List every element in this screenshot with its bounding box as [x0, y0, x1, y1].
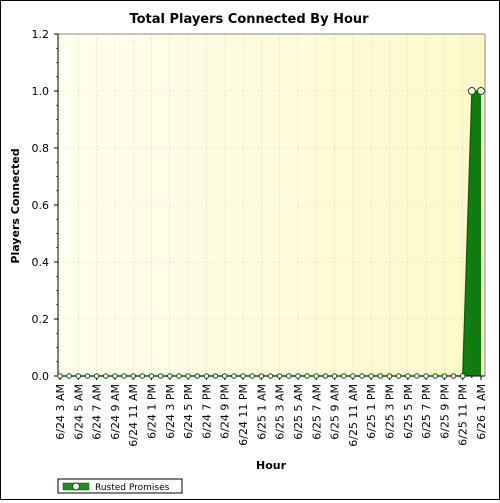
- data-point: [441, 373, 448, 379]
- y-tick-label: 1.0: [32, 85, 50, 98]
- data-point: [84, 373, 91, 379]
- x-tick-label: 6/25 11 AM: [347, 384, 360, 447]
- data-point: [286, 373, 292, 379]
- x-tick-label: 6/24 1 PM: [146, 384, 159, 439]
- data-point: [304, 373, 310, 379]
- data-point: [467, 87, 476, 95]
- data-point: [185, 373, 191, 379]
- data-point: [477, 87, 485, 95]
- y-axis-label: Players Connected: [9, 148, 22, 263]
- x-tick-label: 6/25 5 PM: [402, 384, 415, 439]
- data-point: [139, 373, 146, 379]
- y-tick-label: 1.2: [32, 28, 50, 41]
- data-point: [432, 373, 439, 379]
- data-point: [313, 373, 320, 379]
- data-point: [331, 373, 338, 379]
- data-point: [340, 373, 347, 379]
- data-point: [157, 373, 164, 379]
- data-point: [66, 373, 72, 379]
- data-point: [148, 373, 155, 379]
- y-tick-label: 0.6: [32, 199, 50, 212]
- grid-lines: [58, 33, 485, 376]
- data-point: [249, 373, 255, 379]
- x-tick-label: 6/25 1 PM: [365, 384, 378, 439]
- data-point: [386, 373, 393, 379]
- x-axis-label: Hour: [256, 459, 287, 472]
- x-tick-label: 6/25 3 AM: [274, 384, 287, 440]
- data-point: [203, 373, 210, 379]
- data-point: [322, 373, 329, 379]
- y-tick-label: 0.2: [32, 313, 50, 326]
- series-markers: [57, 87, 485, 379]
- x-tick-label: 6/24 7 AM: [91, 384, 104, 440]
- data-point: [258, 373, 265, 379]
- data-point: [93, 373, 100, 379]
- y-axis-ticks: 0.0 0.2 0.4 0.6 0.8 1.0 1.2: [32, 28, 58, 383]
- data-point: [295, 373, 301, 379]
- data-point: [212, 373, 219, 379]
- x-tick-label: 6/25 1 AM: [255, 384, 268, 440]
- legend: Rusted Promises: [57, 478, 183, 494]
- data-point: [423, 373, 429, 379]
- data-point: [121, 373, 127, 379]
- data-point: [57, 373, 63, 379]
- x-tick-label: 6/24 3 PM: [164, 384, 177, 439]
- data-point: [130, 373, 137, 379]
- x-tick-label: 6/25 3 PM: [383, 384, 396, 439]
- data-point: [231, 373, 237, 379]
- data-point: [102, 373, 109, 379]
- x-tick-label: 6/24 9 AM: [109, 384, 122, 440]
- data-point: [377, 373, 384, 379]
- data-point: [176, 373, 182, 379]
- legend-label: Rusted Promises: [95, 483, 170, 493]
- y-tick-label: 0.8: [32, 142, 50, 155]
- chart-title: Total Players Connected By Hour: [129, 12, 369, 27]
- data-point: [75, 373, 82, 379]
- x-tick-label: 6/25 11 PM: [457, 384, 470, 446]
- data-point: [240, 373, 246, 379]
- data-point: [167, 373, 173, 379]
- data-point: [450, 373, 457, 379]
- data-point: [368, 373, 374, 379]
- x-tick-label: 6/26 1 AM: [475, 384, 488, 440]
- x-tick-label: 6/24 11 PM: [237, 384, 250, 446]
- x-axis-ticks: 6/24 3 AM 6/24 5 AM 6/24 7 AM 6/24 9 AM 6/24…: [54, 376, 488, 447]
- x-tick-label: 6/25 7 PM: [420, 384, 433, 439]
- x-tick-label: 6/25 9 AM: [329, 384, 342, 440]
- data-point: [414, 373, 420, 379]
- data-point: [194, 373, 201, 379]
- data-point: [112, 373, 118, 379]
- plot-area: [58, 34, 485, 376]
- y-tick-label: 0.4: [32, 256, 50, 269]
- y-tick-label: 0.0: [32, 370, 50, 383]
- x-tick-label: 6/24 7 PM: [200, 384, 213, 439]
- x-tick-label: 6/24 5 PM: [182, 384, 195, 439]
- data-point: [276, 373, 283, 379]
- data-point: [267, 373, 274, 379]
- data-point: [459, 373, 466, 379]
- data-point: [395, 373, 402, 379]
- data-point: [359, 373, 365, 379]
- legend-marker: [72, 482, 80, 491]
- x-tick-label: 6/25 9 PM: [438, 384, 451, 439]
- x-tick-label: 6/24 11 AM: [127, 384, 140, 447]
- x-tick-label: 6/25 5 AM: [292, 384, 305, 440]
- x-tick-label: 6/24 5 AM: [72, 384, 85, 440]
- data-point: [404, 373, 411, 379]
- data-point: [221, 373, 228, 379]
- x-tick-label: 6/24 3 AM: [54, 384, 67, 440]
- x-tick-label: 6/24 9 PM: [219, 384, 232, 439]
- data-point: [350, 373, 356, 379]
- x-tick-label: 6/25 7 AM: [310, 384, 323, 440]
